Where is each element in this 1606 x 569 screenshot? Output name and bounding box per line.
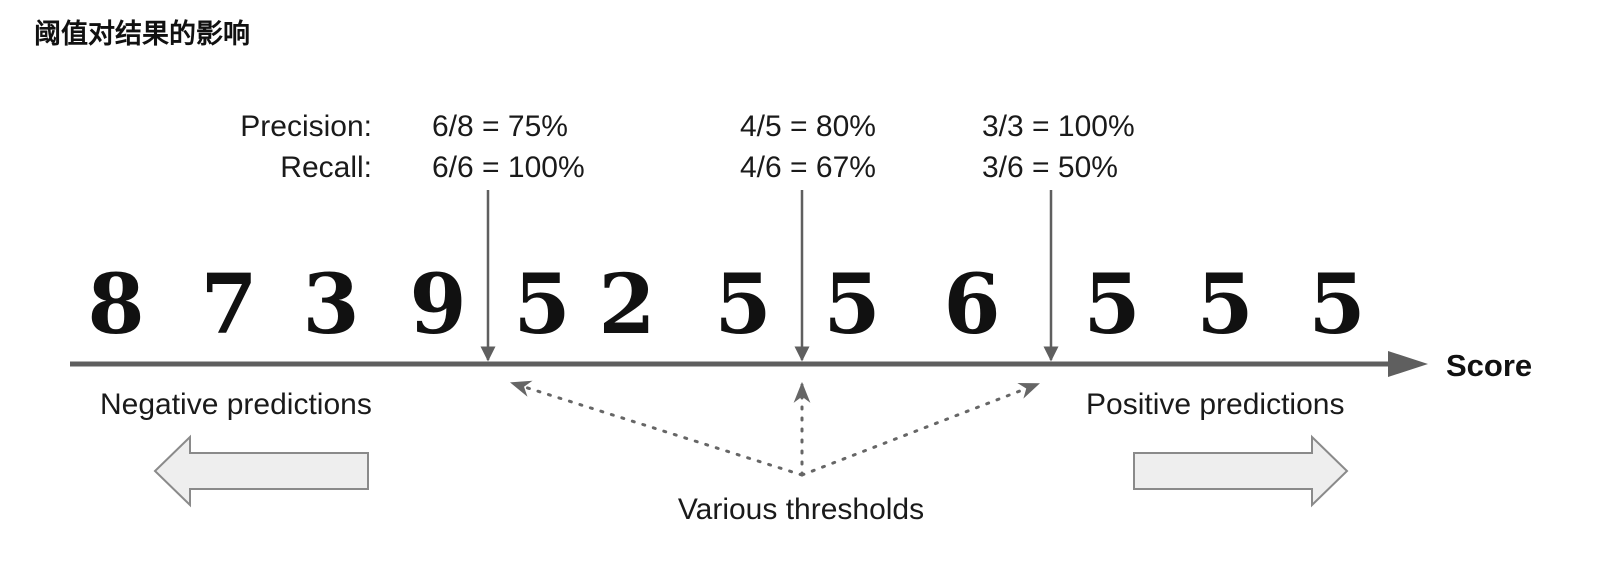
threshold-2-precision: 4/5 = 80% bbox=[740, 110, 876, 143]
digit-5: 5 bbox=[513, 257, 570, 353]
digit-8: 5 bbox=[823, 257, 880, 353]
digit-3: 3 bbox=[302, 257, 359, 353]
recall-label: Recall: bbox=[280, 151, 372, 184]
dotted-arrow-right bbox=[800, 382, 1040, 477]
digit-12: 5 bbox=[1308, 257, 1365, 353]
dotted-arrow-left bbox=[509, 380, 804, 477]
threshold-3-recall: 3/6 = 50% bbox=[982, 151, 1118, 184]
digit-6: 2 bbox=[598, 257, 655, 353]
score-axis-label: Score bbox=[1446, 348, 1532, 383]
precision-label: Precision: bbox=[240, 110, 372, 143]
digit-11: 5 bbox=[1196, 257, 1253, 353]
threshold-3-precision: 3/3 = 100% bbox=[982, 110, 1135, 143]
digit-4: 9 bbox=[409, 257, 466, 353]
digit-10: 5 bbox=[1083, 257, 1140, 353]
negative-predictions-label: Negative predictions bbox=[100, 388, 372, 421]
page-title: 阈值对结果的影响 bbox=[34, 19, 250, 50]
score-axis-arrowhead bbox=[1388, 351, 1428, 377]
various-thresholds-label: Various thresholds bbox=[678, 493, 924, 526]
left-block-arrow-icon bbox=[153, 434, 369, 508]
right-block-arrow-icon bbox=[1133, 434, 1349, 508]
threshold-1-precision: 6/8 = 75% bbox=[432, 110, 568, 143]
digit-1: 8 bbox=[87, 257, 144, 353]
threshold-2-recall: 4/6 = 67% bbox=[740, 151, 876, 184]
digit-2: 7 bbox=[200, 257, 257, 353]
positive-predictions-label: Positive predictions bbox=[1086, 388, 1344, 421]
threshold-1-recall: 6/6 = 100% bbox=[432, 151, 585, 184]
digit-7: 5 bbox=[714, 257, 771, 353]
digit-9: 6 bbox=[943, 257, 1000, 353]
